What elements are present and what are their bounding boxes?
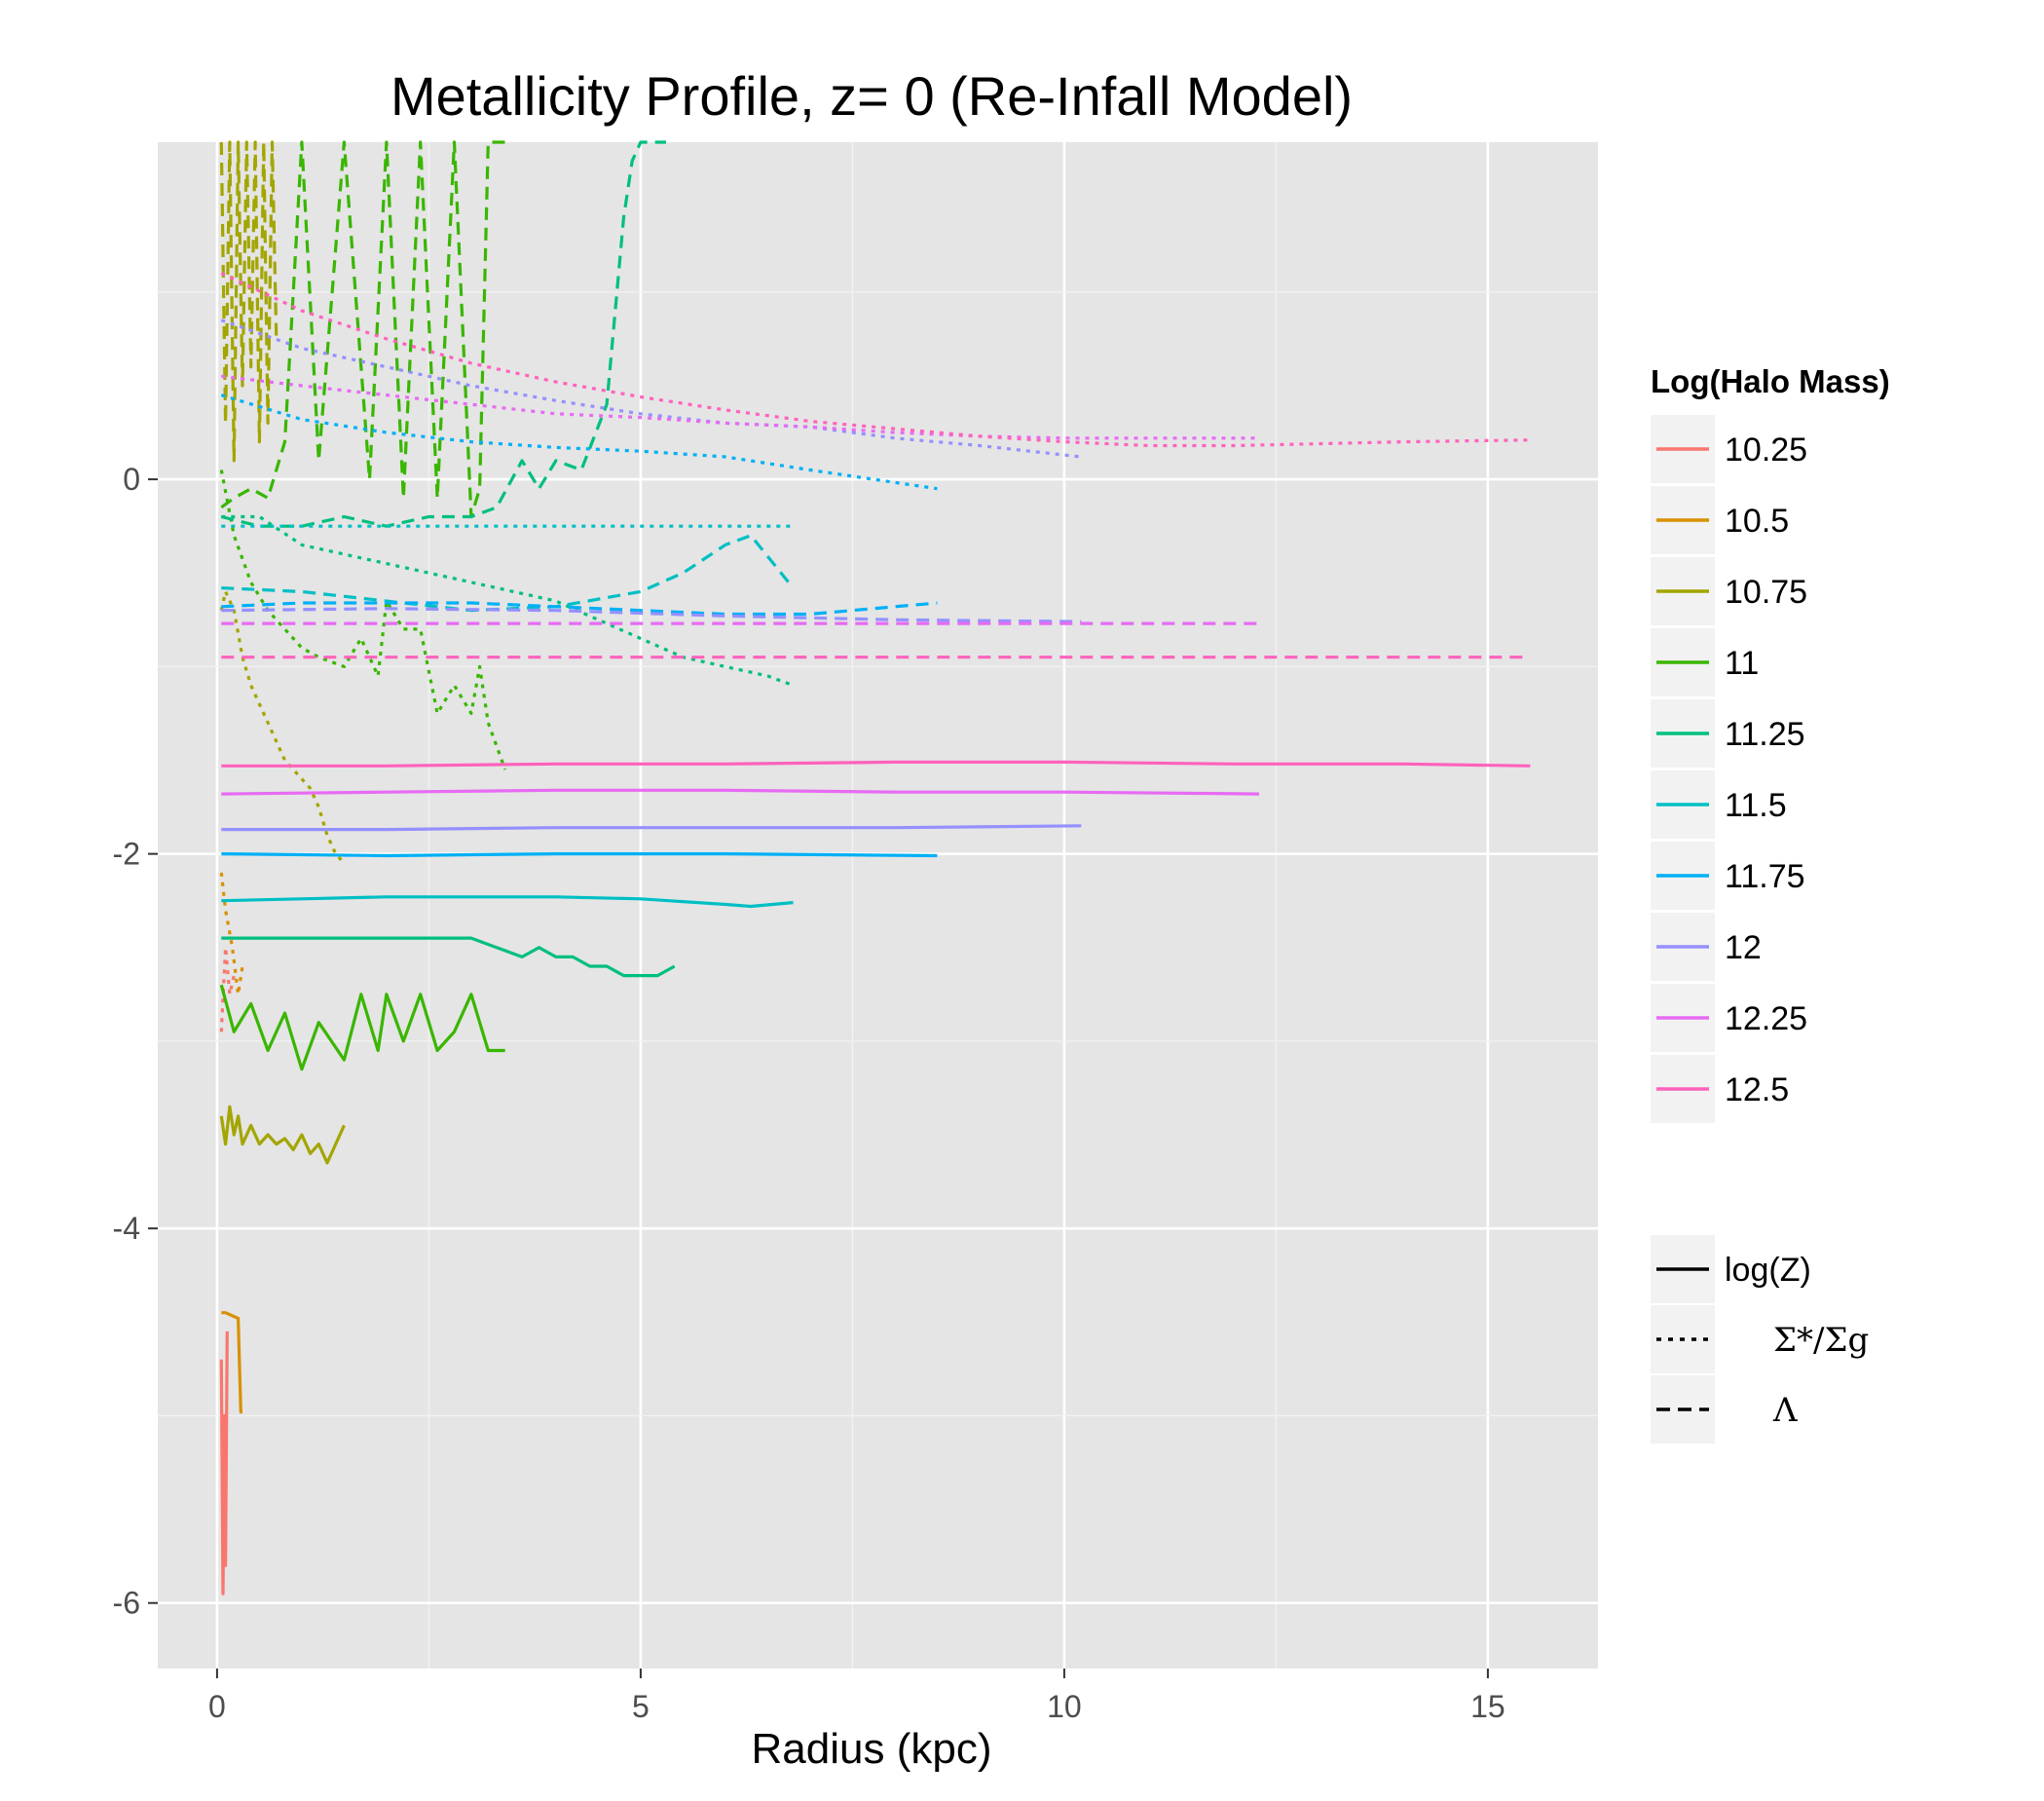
series-line-11-75-solid: [221, 851, 938, 858]
series-line-11-dashed: [220, 140, 505, 519]
y-tick-label: -2: [113, 837, 140, 872]
legend-label: Σ*/Σg: [1773, 1321, 1869, 1360]
series-line-11-5-dashed: [221, 534, 795, 613]
legend-label: 11.25: [1725, 716, 1805, 753]
legend-label: 11.5: [1725, 787, 1787, 824]
series-line-12-dotted: [220, 319, 1082, 459]
series-line-12-5-dotted: [220, 272, 1531, 448]
x-tick-label: 15: [1470, 1689, 1505, 1724]
legend-label: 11.75: [1725, 858, 1805, 895]
x-tick-label: 10: [1047, 1689, 1082, 1724]
x-axis-label: Radius (kpc): [752, 1725, 992, 1773]
legend-label: 11: [1725, 645, 1759, 682]
legend-title: Log(Halo Mass): [1651, 363, 1890, 399]
legend-label: Λ: [1772, 1391, 1798, 1430]
series-line-11-25-dotted: [221, 514, 795, 688]
series-line-10-75-solid: [219, 1105, 346, 1165]
series-line-12-25-solid: [221, 788, 1260, 796]
legend-label: 10.75: [1725, 574, 1807, 611]
series-line-11-25-solid: [221, 936, 676, 978]
series-line-11-75-dotted: [220, 394, 938, 491]
series-line-10-75-dashed: [219, 140, 279, 463]
series-line-11-25-dashed: [220, 140, 666, 528]
series-line-12-dashed: [221, 607, 1082, 623]
legend-label: 12: [1725, 929, 1762, 966]
series-line-10-75-dotted: [219, 589, 346, 865]
legend-label: 12.25: [1725, 1000, 1807, 1037]
series-line-10-25-solid: [219, 1331, 229, 1595]
series-line-11-5-solid: [221, 895, 794, 909]
series-line-11-solid: [219, 984, 505, 1071]
series-line-12-5-solid: [221, 760, 1531, 768]
y-tick-label: -4: [113, 1211, 140, 1246]
legend-label: 10.25: [1725, 431, 1807, 469]
y-axis: 0 -2 -4 -6: [113, 462, 158, 1621]
series-group: [219, 140, 1531, 1595]
chart-title: Metallicity Profile, z= 0 (Re-Infall Mod…: [390, 65, 1353, 127]
series-line-10-5-solid: [221, 1311, 242, 1414]
y-tick-label: 0: [123, 462, 140, 497]
x-tick-label: 5: [632, 1689, 650, 1724]
legend-label: 10.5: [1725, 503, 1789, 540]
x-axis: 0 5 10 15: [208, 1669, 1505, 1724]
legend-line-type: log(Z) Σ*/Σg Λ: [1651, 1235, 1869, 1444]
legend-label: log(Z): [1725, 1252, 1811, 1289]
y-tick-label: -6: [113, 1586, 140, 1621]
x-tick-label: 0: [208, 1689, 226, 1724]
legend-halo-mass: Log(Halo Mass) 10.25 10.5 10.75 11 11.25 11.5…: [1651, 363, 1890, 1123]
series-line-12-25-dotted: [221, 374, 1259, 440]
legend-label: 12.5: [1725, 1071, 1789, 1108]
series-line-12-solid: [221, 824, 1082, 832]
series-line-11-75-dashed: [221, 601, 938, 617]
